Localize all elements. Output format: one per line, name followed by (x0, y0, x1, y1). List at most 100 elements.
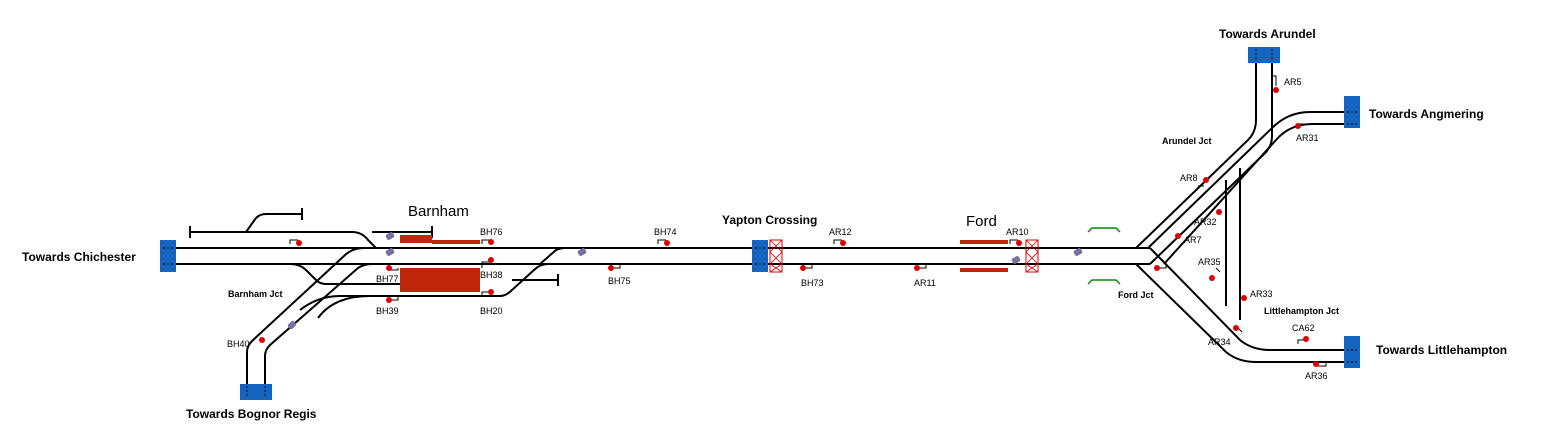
ford-platform-down (960, 268, 1008, 272)
bridge-parapet-up (1087, 227, 1121, 233)
label-signal: BH40 (227, 339, 250, 349)
signal-ar32[interactable] (1216, 209, 1222, 215)
barnham-platform-1 (400, 235, 432, 243)
point-marker[interactable] (577, 247, 587, 256)
signal-bh77[interactable] (386, 265, 399, 271)
point-marker[interactable] (1011, 255, 1021, 264)
arundel-littlehampton-lines (1135, 55, 1350, 363)
points (287, 231, 1083, 330)
label-towards-bognor: Towards Bognor Regis (186, 407, 317, 421)
ford-platform-up (960, 240, 1008, 244)
point-marker[interactable] (385, 247, 395, 256)
bognor-branch (246, 247, 388, 390)
boundary-chichester (160, 240, 176, 272)
boundary-littlehampton (1344, 336, 1360, 368)
label-signal: BH20 (480, 306, 503, 316)
label-signal: BH75 (608, 276, 631, 286)
ford-bridge (1087, 227, 1121, 285)
label-signal: AR8 (1180, 173, 1198, 183)
barnham-loops (289, 247, 567, 297)
label-signal: AR36 (1305, 371, 1328, 381)
label-signal: AR5 (1284, 77, 1302, 87)
label-ford-jct: Ford Jct (1118, 290, 1154, 300)
signal-ar5[interactable] (1272, 75, 1279, 93)
arundel-line-2 (1149, 55, 1273, 265)
bognor-link (317, 295, 371, 319)
signal-chichester[interactable] (289, 239, 302, 246)
boundary-arundel (1248, 47, 1280, 63)
yapton-level-crossing (769, 239, 783, 273)
label-towards-angmering: Towards Angmering (1369, 107, 1484, 121)
label-arundel-jct: Arundel Jct (1162, 136, 1212, 146)
signal-bh76[interactable] (481, 239, 494, 245)
crossover (539, 247, 567, 265)
signal-bh39[interactable] (386, 296, 399, 303)
platform-loop (480, 263, 549, 297)
label-signal: BH76 (480, 227, 503, 237)
signal-ar10[interactable] (1009, 239, 1022, 246)
label-signal: BH39 (376, 306, 399, 316)
label-signal: BH74 (654, 227, 677, 237)
signal-ar33[interactable] (1241, 295, 1247, 301)
crossing-box (1025, 239, 1039, 273)
point-marker[interactable] (385, 231, 395, 240)
label-signal: AR10 (1006, 227, 1029, 237)
label-barnham-jct: Barnham Jct (228, 289, 283, 299)
label-signal: BH73 (801, 278, 824, 288)
platforms (400, 235, 1008, 292)
siding-track-2 (245, 213, 302, 233)
boundary-yapton (752, 240, 768, 272)
label-littlehampton-jct: Littlehampton Jct (1264, 306, 1339, 316)
label-signal: AR31 (1296, 133, 1319, 143)
signal-bh75[interactable] (608, 264, 621, 271)
signal-ford-jct[interactable] (1154, 264, 1167, 271)
signal-bh73[interactable] (800, 264, 813, 271)
signal-bh40[interactable] (259, 337, 265, 343)
label-signal: BH38 (480, 270, 503, 280)
signal-bh20[interactable] (481, 289, 494, 296)
signal-ar7[interactable] (1175, 233, 1181, 239)
platform-loop (289, 263, 388, 285)
littlehampton-line-2 (1135, 263, 1350, 363)
main-lines (175, 247, 1150, 265)
signal-ar31[interactable] (1295, 123, 1304, 129)
label-signal: AR12 (829, 227, 852, 237)
labels: Towards Chichester Towards Bognor Regis … (22, 27, 1507, 421)
signal-ar12[interactable] (833, 239, 846, 246)
label-signal: AR32 (1194, 217, 1217, 227)
signal-ar35[interactable] (1209, 267, 1221, 281)
boundary-bognor (240, 384, 272, 400)
label-signal: AR35 (1198, 257, 1221, 267)
label-signal: CA62 (1292, 323, 1315, 333)
label-yapton-crossing: Yapton Crossing (722, 213, 817, 227)
boundary-dashes (163, 111, 1357, 363)
crossing-hatch (1025, 239, 1039, 273)
arundel-line-1 (1135, 55, 1257, 249)
station-ford: Ford (966, 213, 997, 230)
bognor-line-1 (246, 247, 365, 390)
point-marker[interactable] (287, 320, 297, 330)
label-signal: AR7 (1184, 235, 1202, 245)
signals (259, 75, 1327, 367)
label-towards-littlehampton: Towards Littlehampton (1376, 343, 1507, 357)
signal-ar34[interactable] (1233, 325, 1243, 333)
signal-ar8[interactable] (1198, 177, 1209, 187)
angmering-line-1 (1147, 111, 1350, 249)
signal-bh38[interactable] (481, 257, 494, 268)
signal-ar11[interactable] (914, 264, 927, 271)
signal-bh74[interactable] (657, 239, 670, 246)
signal-ca62[interactable] (1297, 336, 1309, 344)
littlehampton-line-1 (1149, 247, 1350, 351)
bognor-link (299, 295, 388, 311)
signal-ar36[interactable] (1313, 361, 1327, 367)
crossing-hatch (769, 239, 783, 273)
label-signal: AR11 (914, 278, 936, 288)
barnham-platform-1b (432, 240, 480, 244)
point-marker[interactable] (1073, 247, 1083, 256)
barnham-island-platform (400, 268, 480, 292)
chichester-sidings (189, 208, 433, 249)
label-signal: BH77 (376, 274, 399, 284)
bridge-parapet-down (1087, 279, 1121, 285)
